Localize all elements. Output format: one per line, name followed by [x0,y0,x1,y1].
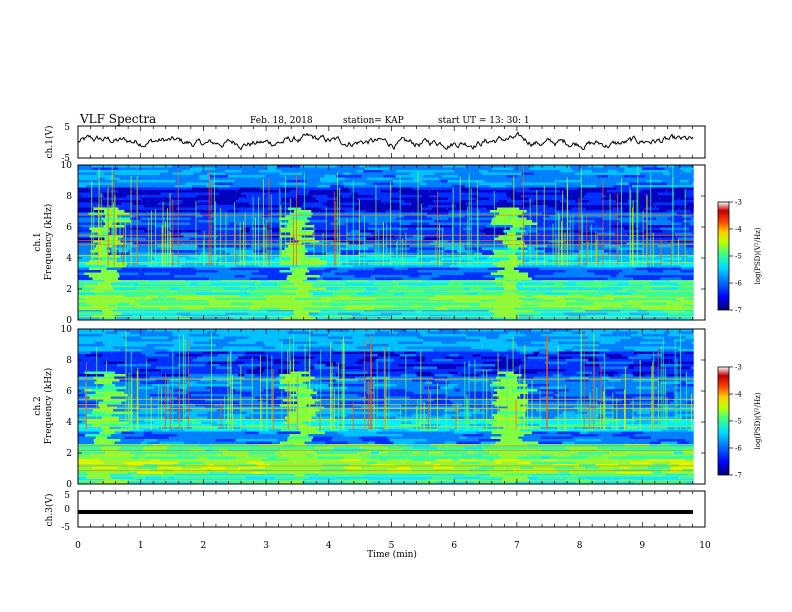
ch3-ytick-bottom: -5 [61,523,70,533]
time-tick-label: 4 [326,541,332,551]
time-tick-label: 1 [138,541,144,551]
frequency-tick-label: 0 [66,480,72,490]
ch1-colorbar-label: log(PSD)(V²/Hz) [754,227,762,284]
ch1-waveform-panel: 5 -5 ch.1(V) [44,123,706,164]
ch3-ytick-top: 5 [64,491,70,501]
colorbar-tick-label: -3 [735,364,742,372]
time-tick-label: 7 [514,541,520,551]
ch3-waveform-frame [77,490,706,528]
time-tick-label: 10 [699,541,711,551]
colorbar-tick-label: -3 [735,199,742,207]
start-ut-label: start UT = 13: 30: 1 [438,116,530,126]
colorbar-tick-label: -6 [735,445,742,453]
time-tick-label: 0 [75,541,81,551]
ch1-waveform-ylabel: ch.1(V) [44,126,55,159]
ch2-frequency-label: Frequency (kHz) [43,368,54,445]
date-label: Feb. 18, 2018 [250,116,313,126]
frequency-tick-label: 4 [66,418,72,428]
time-tick-label: 8 [577,541,583,551]
colorbar-tick-label: -5 [735,418,742,426]
frequency-tick-label: 10 [61,325,73,335]
ch2-colorbar-gradient [717,366,730,476]
time-axis-title: Time (min) [367,549,417,560]
time-tick-label: 6 [451,541,457,551]
frequency-tick-label: 6 [66,387,72,397]
time-tick-label: 9 [639,541,645,551]
frequency-tick-label: 8 [66,192,72,202]
station-label: station= KAP [343,116,404,126]
frequency-tick-label: 0 [66,316,72,326]
figure-title: VLF Spectra [79,112,156,126]
ch2-spectrogram-image [78,329,694,485]
ch1-spectrogram-ylabel: ch.1 [33,232,43,251]
frequency-tick-label: 10 [61,161,73,171]
frequency-tick-label: 2 [66,449,72,459]
ch3-waveform-panel: 5 0 -5 ch.3(V) [44,490,706,533]
ch1-ytick-bottom: -5 [61,154,70,164]
ch2-spectrogram-panel: 0 2 4 6 8 10 ch.2 Frequency (kHz) [33,325,706,490]
frequency-tick-label: 6 [66,223,72,233]
time-tick-label: 3 [263,541,269,551]
colorbar-tick-label: -7 [735,472,742,480]
ch1-ytick-top: 5 [64,123,70,133]
ch1-colorbar: -3 -4 -5 -6 -7 log(PSD)(V²/Hz) [717,199,762,315]
time-tick-label: 5 [389,541,395,551]
frequency-tick-label: 4 [66,254,72,264]
colorbar-tick-label: -5 [735,253,742,261]
colorbar-tick-label: -4 [735,226,742,234]
frequency-tick-label: 8 [66,356,72,366]
colorbar-tick-label: -6 [735,280,742,288]
ch1-colorbar-gradient [717,201,730,311]
time-axis-ticks [77,126,706,527]
ch1-spectrogram-panel: 0 2 4 6 8 10 ch.1 Frequency (kHz) [33,161,706,326]
colorbar-tick-label: -4 [735,391,742,399]
time-axis-labels: 0 1 2 3 4 5 6 7 8 9 10 [75,541,711,551]
frequency-tick-label: 2 [66,285,72,295]
ch1-frequency-label: Frequency (kHz) [43,204,54,281]
colorbar-tick-label: -7 [735,307,742,315]
ch2-spectrogram-ylabel: ch.2 [33,396,43,415]
ch3-waveform-ylabel: ch.3(V) [44,494,55,527]
ch3-ytick-mid: 0 [64,505,70,515]
ch1-spectrogram-image [78,165,694,321]
ch2-colorbar-label: log(PSD)(V²/Hz) [754,392,762,449]
time-tick-label: 2 [201,541,207,551]
ch2-colorbar: -3 -4 -5 -6 -7 log(PSD)(V²/Hz) [717,364,762,480]
ch1-waveform-trace [77,131,694,151]
